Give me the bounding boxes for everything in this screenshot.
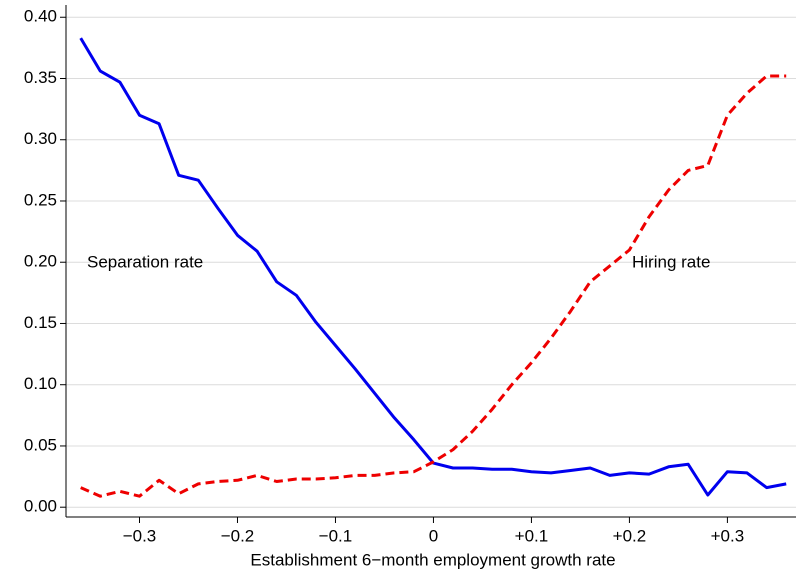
y-tick-label: 0.00 — [24, 497, 57, 516]
x-tick-label: 0 — [429, 526, 438, 545]
y-tick-label: 0.30 — [24, 129, 57, 148]
y-tick-label: 0.15 — [24, 313, 57, 332]
x-tick-label: +0.3 — [711, 526, 745, 545]
x-tick-label: −0.3 — [123, 526, 157, 545]
y-tick-label: 0.40 — [24, 7, 57, 26]
series-line — [80, 74, 787, 498]
y-tick-label: 0.20 — [24, 252, 57, 271]
y-tick-label: 0.10 — [24, 374, 57, 393]
x-tick-label: +0.2 — [613, 526, 647, 545]
y-tick-label: 0.25 — [24, 190, 57, 209]
y-tick-label: 0.35 — [24, 68, 57, 87]
y-tick-label: 0.05 — [24, 435, 57, 454]
series-label: Hiring rate — [632, 252, 710, 271]
x-tick-label: −0.1 — [319, 526, 353, 545]
x-tick-label: −0.2 — [221, 526, 255, 545]
x-axis-label: Establishment 6−month employment growth … — [250, 550, 615, 569]
series-label: Separation rate — [87, 252, 203, 271]
x-tick-label: +0.1 — [515, 526, 549, 545]
